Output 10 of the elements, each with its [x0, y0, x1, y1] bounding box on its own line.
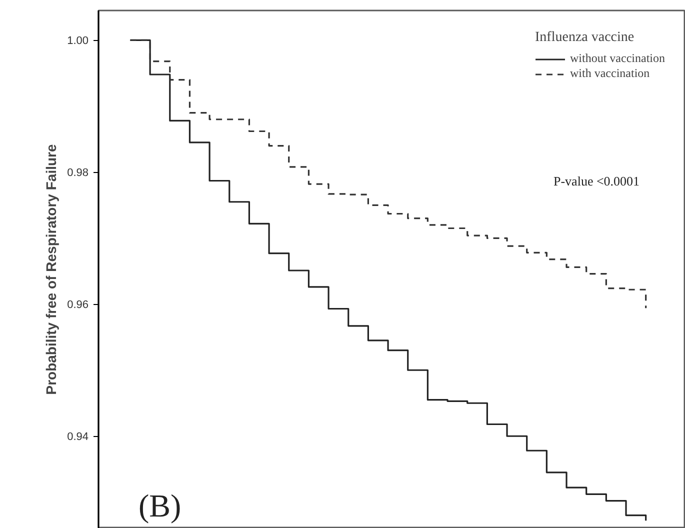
- annotation: P-value <0.0001: [554, 174, 640, 188]
- legend-label: without vaccination: [570, 51, 665, 66]
- legend-label: with vaccination: [570, 66, 650, 81]
- y-tick-label: 0.96: [67, 299, 89, 312]
- y-tick-label: 1.00: [67, 35, 89, 48]
- y-tick-label: 0.94: [67, 431, 89, 444]
- annotation: (B): [138, 488, 182, 524]
- y-tick-label: 0.98: [67, 167, 89, 180]
- y-axis-title: Probability free of Respiratory Failure: [43, 144, 60, 395]
- legend-title: Influenza vaccine: [535, 30, 636, 46]
